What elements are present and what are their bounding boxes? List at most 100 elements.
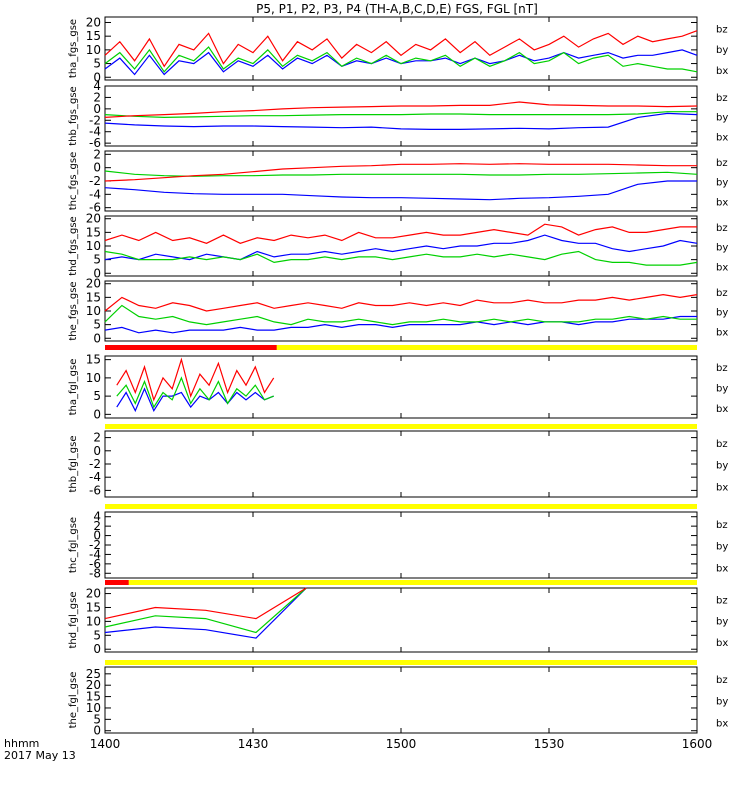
y-tick-label: -6 [89, 201, 101, 215]
y-axis-label: thd_fgs_gse [68, 216, 79, 275]
x-tick-label: 1530 [534, 737, 565, 751]
series-line-bx [104, 180, 697, 201]
x-tick-label: 1600 [682, 737, 713, 751]
y-tick-label: 20 [86, 587, 101, 601]
series-line-by [104, 46, 698, 73]
y-axis-label: thc_fgl_gse [68, 517, 79, 573]
series-line-bz [104, 587, 307, 620]
y-tick-label: -8 [89, 566, 101, 580]
y-tick-label: -2 [89, 538, 101, 552]
series-line-bx [116, 387, 274, 413]
panel-frame [104, 587, 698, 653]
y-axis-label: the_fgs_gse [68, 281, 79, 340]
series-line-bz [104, 101, 698, 118]
legend-by: by [716, 178, 728, 189]
y-tick-label: 2 [93, 519, 101, 533]
availability-bar [105, 660, 697, 665]
time-unit-label: hhmm [4, 737, 39, 750]
y-tick-label: 0 [93, 331, 101, 345]
y-tick-label: 15 [86, 353, 101, 367]
legend-bz: bz [716, 363, 728, 374]
y-tick-label: 5 [93, 628, 101, 642]
panel-frame [104, 85, 698, 147]
y-tick-label: 25 [86, 667, 101, 681]
legend-bx: bx [716, 563, 728, 574]
panel-frame [104, 430, 698, 498]
y-tick-label: 5 [93, 253, 101, 267]
availability-bar [105, 504, 697, 509]
y-tick-label: 15 [86, 290, 101, 304]
y-tick-label: 5 [93, 389, 101, 403]
x-tick-label: 1400 [90, 737, 121, 751]
y-axis-label: thb_fgs_gse [68, 86, 79, 145]
y-tick-label: 2 [93, 90, 101, 104]
y-tick-label: 0 [93, 724, 101, 738]
y-tick-label: -4 [89, 125, 101, 139]
y-tick-label: -2 [89, 174, 101, 188]
y-tick-label: 15 [86, 225, 101, 239]
legend-bz: bz [716, 675, 728, 686]
y-tick-label: -4 [89, 547, 101, 561]
y-axis-label: thc_fgs_gse [68, 152, 79, 211]
y-tick-label: 5 [93, 57, 101, 71]
availability-bar [105, 424, 697, 429]
availability-bar [105, 580, 697, 585]
y-axis-label: thd_fgl_gse [68, 592, 79, 649]
y-tick-label: 0 [93, 161, 101, 175]
legend-bx: bx [716, 718, 728, 729]
date-label: 2017 May 13 [4, 749, 76, 762]
y-tick-label: 10 [86, 304, 101, 318]
legend-bx: bx [716, 132, 728, 143]
y-tick-label: 20 [86, 212, 101, 226]
y-tick-label: 4 [93, 510, 101, 524]
legend-by: by [716, 113, 728, 124]
x-tick-label: 1500 [386, 737, 417, 751]
y-tick-label: 5 [93, 712, 101, 726]
legend-bx: bx [716, 197, 728, 208]
mode-bar [105, 580, 129, 585]
legend-by: by [716, 697, 728, 708]
y-tick-label: -6 [89, 483, 101, 497]
legend-by: by [716, 542, 728, 553]
legend-bz: bz [716, 24, 728, 35]
legend-bz: bz [716, 158, 728, 169]
mode-bar [105, 345, 277, 350]
y-tick-label: 15 [86, 600, 101, 614]
x-tick-label: 1430 [238, 737, 269, 751]
series-line-by [104, 587, 307, 634]
legend-by: by [716, 384, 728, 395]
y-tick-label: 2 [93, 147, 101, 161]
y-tick-label: -4 [89, 470, 101, 484]
y-tick-label: 0 [93, 407, 101, 421]
y-tick-label: 0 [93, 266, 101, 280]
y-tick-label: -6 [89, 136, 101, 150]
y-tick-label: 10 [86, 614, 101, 628]
legend-bx: bx [716, 66, 728, 77]
series-line-bx [104, 112, 698, 130]
legend-by: by [716, 461, 728, 472]
series-line-bz [104, 163, 697, 182]
legend-by: by [716, 45, 728, 56]
panel-frame [104, 355, 698, 419]
availability-bar [105, 345, 697, 350]
y-axis-label: thb_fgl_gse [68, 436, 79, 493]
legend-bz: bz [716, 223, 728, 234]
series-line-by [104, 170, 698, 177]
y-axis-label: tha_fgs_gse [68, 19, 79, 78]
y-tick-label: 4 [93, 79, 101, 93]
series-line-by [104, 111, 697, 119]
y-tick-label: -2 [89, 113, 101, 127]
legend-bz: bz [716, 596, 728, 607]
series-line-bx [104, 49, 698, 76]
y-tick-label: 10 [86, 239, 101, 253]
y-axis-label: the_fgl_gse [68, 672, 79, 729]
panel-frame [104, 666, 698, 734]
panel-frame [104, 215, 698, 277]
legend-bx: bx [716, 404, 728, 415]
legend-by: by [716, 308, 728, 319]
legend-bx: bx [716, 482, 728, 493]
chart-title: P5, P1, P2, P3, P4 (TH-A,B,C,D,E) FGS, F… [256, 2, 538, 16]
y-tick-label: -6 [89, 557, 101, 571]
legend-bx: bx [716, 638, 728, 649]
legend-bz: bz [716, 288, 728, 299]
